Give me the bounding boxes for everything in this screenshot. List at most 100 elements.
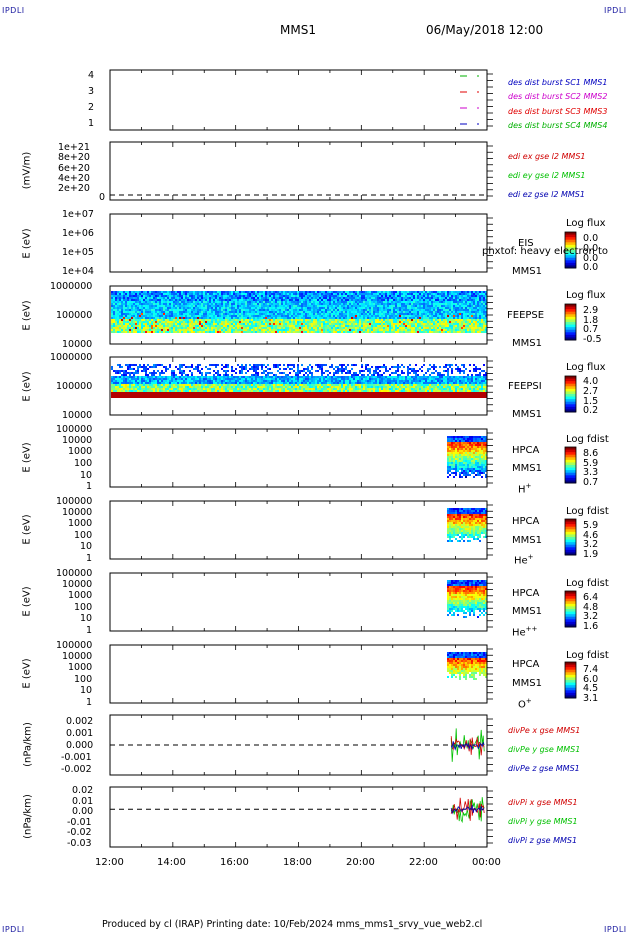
spectrogram-cell [383,299,385,301]
spectrogram-cell [139,295,141,297]
spectrogram-cell [117,380,119,382]
spectrogram-cell [353,317,355,319]
spectrogram-cell [407,313,409,315]
spectrogram-cell [137,380,139,382]
spectrogram-cell [407,319,409,321]
spectrogram-cell [191,299,193,301]
spectrogram-cell [187,386,189,388]
spectrogram-cell [481,297,483,299]
spectrogram-cell [119,323,121,325]
spectrogram-cell [447,331,449,333]
colorbar-segment [565,306,576,310]
spectrogram-cell [115,329,117,331]
spectrogram-cell [213,364,215,366]
spectrogram-cell [175,380,177,382]
colorbar-frame [564,446,577,484]
spectrogram-cell [421,311,423,313]
spectrogram-cell [387,305,389,307]
spectrogram-cell [269,293,271,295]
spectrogram-cell [383,325,385,327]
spectrogram-cell [273,303,275,305]
spectrogram-cell [407,325,409,327]
spectrogram-cell [123,329,125,331]
spectrogram-cell [159,329,161,331]
spectrogram-cell [327,307,329,309]
spectrogram-cell [449,325,451,327]
spectrogram-cell [163,295,165,297]
spectrogram-cell [187,394,189,396]
spectrogram-cell [217,317,219,319]
spectrogram-cell [159,301,161,303]
spectrogram-cell [287,321,289,323]
spectrogram-cell [413,299,415,301]
spectrogram-cell [277,325,279,327]
spectrogram-cell [447,321,449,323]
spectrogram-cell [207,293,209,295]
spectrogram-cell [223,366,225,368]
spectrogram-cell [209,315,211,317]
spectrogram-cell [135,376,137,378]
spectrogram-cell [315,317,317,319]
spectrogram-cell [455,321,457,323]
spectrogram-cell [139,307,141,309]
spectrogram-cell [233,311,235,313]
spectrogram-cell [125,372,127,374]
spectrogram-cell [323,293,325,295]
spectrogram-cell [399,291,401,293]
spectrogram-cell [135,384,137,386]
spectrogram-cell [217,370,219,372]
spectrogram-cell [319,291,321,293]
spectrogram-cell [213,315,215,317]
spectrogram-cell [169,380,171,382]
spectrogram-cell [309,317,311,319]
spectrogram-cell [461,301,463,303]
spectrogram-cell [265,329,267,331]
spectrogram-cell [167,321,169,323]
spectrogram-cell [365,325,367,327]
spectrogram-cell [159,380,161,382]
spectrogram-cell [379,325,381,327]
spectrogram-cell [221,297,223,299]
spectrogram-cell [313,295,315,297]
spectrogram-cell [255,323,257,325]
spectrogram-cell [175,313,177,315]
spectrogram-cell [131,388,133,390]
spectrogram-cell [179,313,181,315]
spectrogram-cell [441,313,443,315]
spectrogram-cell [267,327,269,329]
spectrogram-cell [367,303,369,305]
spectrogram-cell [397,303,399,305]
spectrogram-cell [147,311,149,313]
spectrogram-cell [411,291,413,293]
spectrogram-cell [283,303,285,305]
spectrogram-cell [411,309,413,311]
spectrogram-cell [145,321,147,323]
spectrogram-cell [419,303,421,305]
spectrogram-cell [117,313,119,315]
spectrogram-cell [263,299,265,301]
spectrogram-cell [163,293,165,295]
spectrogram-cell [283,329,285,331]
spectrogram-cell [423,299,425,301]
spectrogram-cell [151,394,153,396]
spectrogram-cell [113,370,115,372]
spectrogram-cell [161,303,163,305]
spectrogram-cell [435,325,437,327]
spectrogram-cell [139,321,141,323]
spectrogram-cell [245,323,247,325]
spectrogram-cell [191,301,193,303]
spectrogram-cell [209,327,211,329]
spectrogram-cell [367,329,369,331]
spectrogram-cell [151,329,153,331]
spectrogram-cell [395,305,397,307]
spectrogram-cell [199,384,201,386]
spectrogram-cell [173,297,175,299]
spectrogram-cell [155,323,157,325]
spectrogram-cell [455,331,457,333]
spectrogram-cell [425,315,427,317]
spectrogram-cell [447,329,449,331]
spectrogram-cell [257,305,259,307]
spectrogram-cell [155,299,157,301]
spectrogram-cell [135,291,137,293]
spectrogram-cell [139,388,141,390]
